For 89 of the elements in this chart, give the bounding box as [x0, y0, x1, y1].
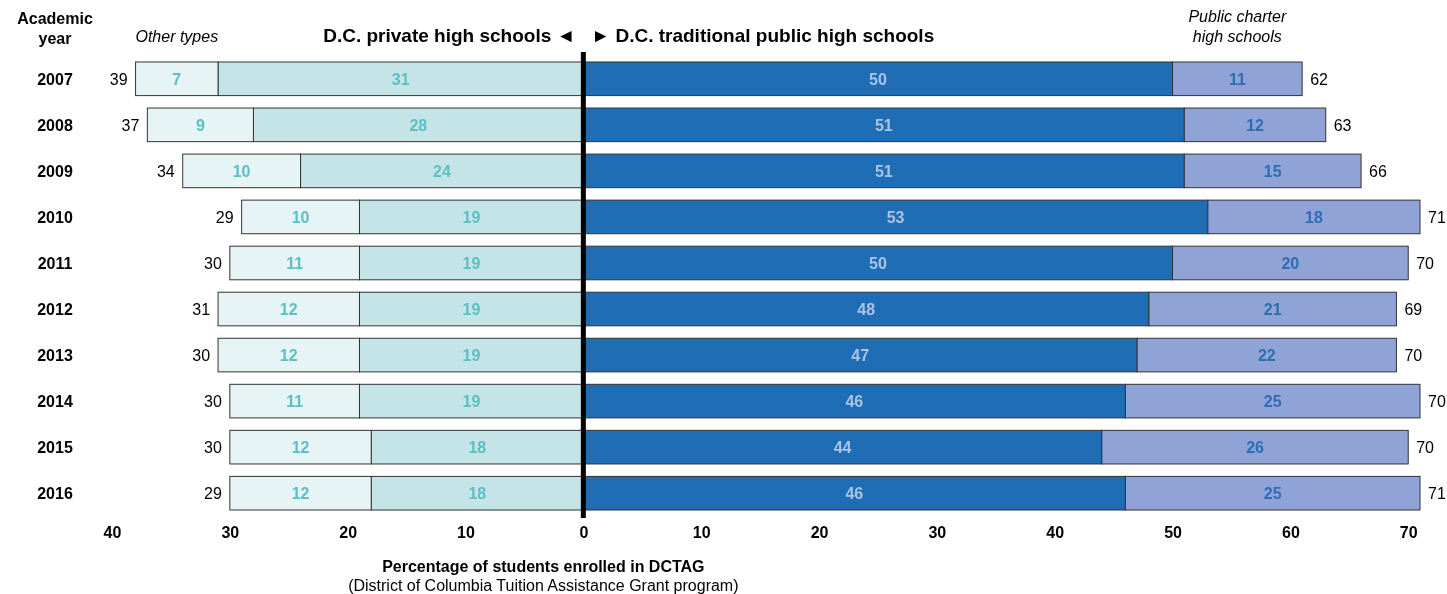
data-label: 18 [1305, 208, 1323, 226]
annotation: 70 [1416, 254, 1435, 272]
data-label: 46 [845, 485, 864, 503]
text: (District of Columbia Tuition Assistance Grant program) [348, 577, 739, 594]
x-tick-label: 10 [457, 524, 476, 542]
data-label: 24 [433, 162, 451, 180]
series-label: Other types [135, 28, 219, 45]
data-label: 50 [869, 70, 887, 88]
y-tick-label: 2016 [37, 485, 73, 503]
annotation: 70 [1428, 393, 1446, 411]
annotation: 71 [1428, 208, 1446, 226]
x-tick-label: 40 [103, 524, 122, 542]
data-label: 51 [874, 162, 893, 180]
data-label: 21 [1263, 301, 1282, 319]
data-label: 11 [286, 393, 304, 411]
data-label: 48 [857, 301, 876, 319]
data-label: 50 [869, 254, 887, 272]
x-tick-label: 50 [1164, 524, 1183, 542]
data-label: 28 [409, 116, 428, 134]
x-tick-label: 20 [810, 524, 829, 542]
x-tick-label: 30 [221, 524, 240, 542]
annotation: 34 [156, 162, 175, 180]
x-tick-label: 60 [1281, 524, 1300, 542]
data-label: 47 [851, 347, 870, 365]
y-tick-label: 2007 [37, 70, 73, 88]
x-tick-label: 20 [339, 524, 358, 542]
data-label: 18 [468, 439, 487, 457]
x-tick-label: 10 [692, 524, 711, 542]
y-tick-label: 2015 [37, 439, 73, 457]
data-label: 19 [462, 301, 481, 319]
y-tick-label: 2013 [37, 347, 73, 365]
data-label: 44 [833, 439, 852, 457]
x-tick-label: 30 [928, 524, 947, 542]
x-tick-label: 40 [1046, 524, 1065, 542]
series-label: ► D.C. traditional public high schools [591, 25, 935, 46]
annotation: 30 [204, 439, 222, 457]
data-label: 19 [462, 254, 481, 272]
data-label: 9 [195, 116, 205, 134]
y-axis-title: Academic year [17, 10, 93, 47]
series-label: Public charter high schools [1188, 8, 1287, 45]
data-label: 12 [291, 439, 310, 457]
data-label: 53 [886, 208, 905, 226]
y-tick-label: 2011 [37, 254, 73, 272]
data-label: 22 [1257, 347, 1276, 365]
annotation: 71 [1428, 485, 1446, 503]
data-label: 20 [1281, 254, 1300, 272]
annotation: 30 [204, 254, 222, 272]
annotation: 30 [204, 393, 222, 411]
annotation: 66 [1369, 162, 1387, 180]
y-tick-label: 2010 [37, 208, 73, 226]
y-tick-label: 2012 [37, 301, 73, 319]
series-label: D.C. private high schools ◄ [323, 25, 576, 46]
data-label: 11 [286, 254, 304, 272]
data-label: 12 [279, 347, 298, 365]
annotation: 63 [1333, 116, 1352, 134]
data-label: 7 [172, 70, 182, 88]
annotation: 39 [109, 70, 128, 88]
annotation: 29 [204, 485, 222, 503]
data-label: 10 [232, 162, 251, 180]
annotation: 30 [192, 347, 211, 365]
y-tick-label: 2009 [37, 162, 73, 180]
data-label: 26 [1246, 439, 1265, 457]
annotation: 29 [215, 208, 234, 226]
data-label: 10 [291, 208, 310, 226]
y-tick-label: 2008 [37, 116, 73, 134]
data-label: 19 [462, 208, 481, 226]
data-label: 18 [468, 485, 487, 503]
x-tick-label: 70 [1399, 524, 1418, 542]
x-axis-title: Percentage of students enrolled in DCTAG [382, 558, 705, 575]
data-label: 12 [279, 301, 298, 319]
data-label: 15 [1263, 162, 1282, 180]
data-label: 51 [874, 116, 893, 134]
data-label: 31 [391, 70, 410, 88]
annotation: 69 [1404, 301, 1423, 319]
data-label: 25 [1263, 485, 1282, 503]
data-label: 11 [1228, 70, 1246, 88]
annotation: 70 [1416, 439, 1435, 457]
data-label: 19 [462, 393, 481, 411]
annotation: 62 [1310, 70, 1329, 88]
y-tick-label: 2014 [37, 393, 73, 411]
annotation: 31 [192, 301, 211, 319]
data-label: 12 [291, 485, 310, 503]
annotation: 37 [121, 116, 140, 134]
annotation: 70 [1404, 347, 1423, 365]
data-label: 25 [1263, 393, 1282, 411]
data-label: 12 [1246, 116, 1265, 134]
data-label: 46 [845, 393, 864, 411]
x-tick-label: 0 [579, 524, 589, 542]
data-label: 19 [462, 347, 481, 365]
